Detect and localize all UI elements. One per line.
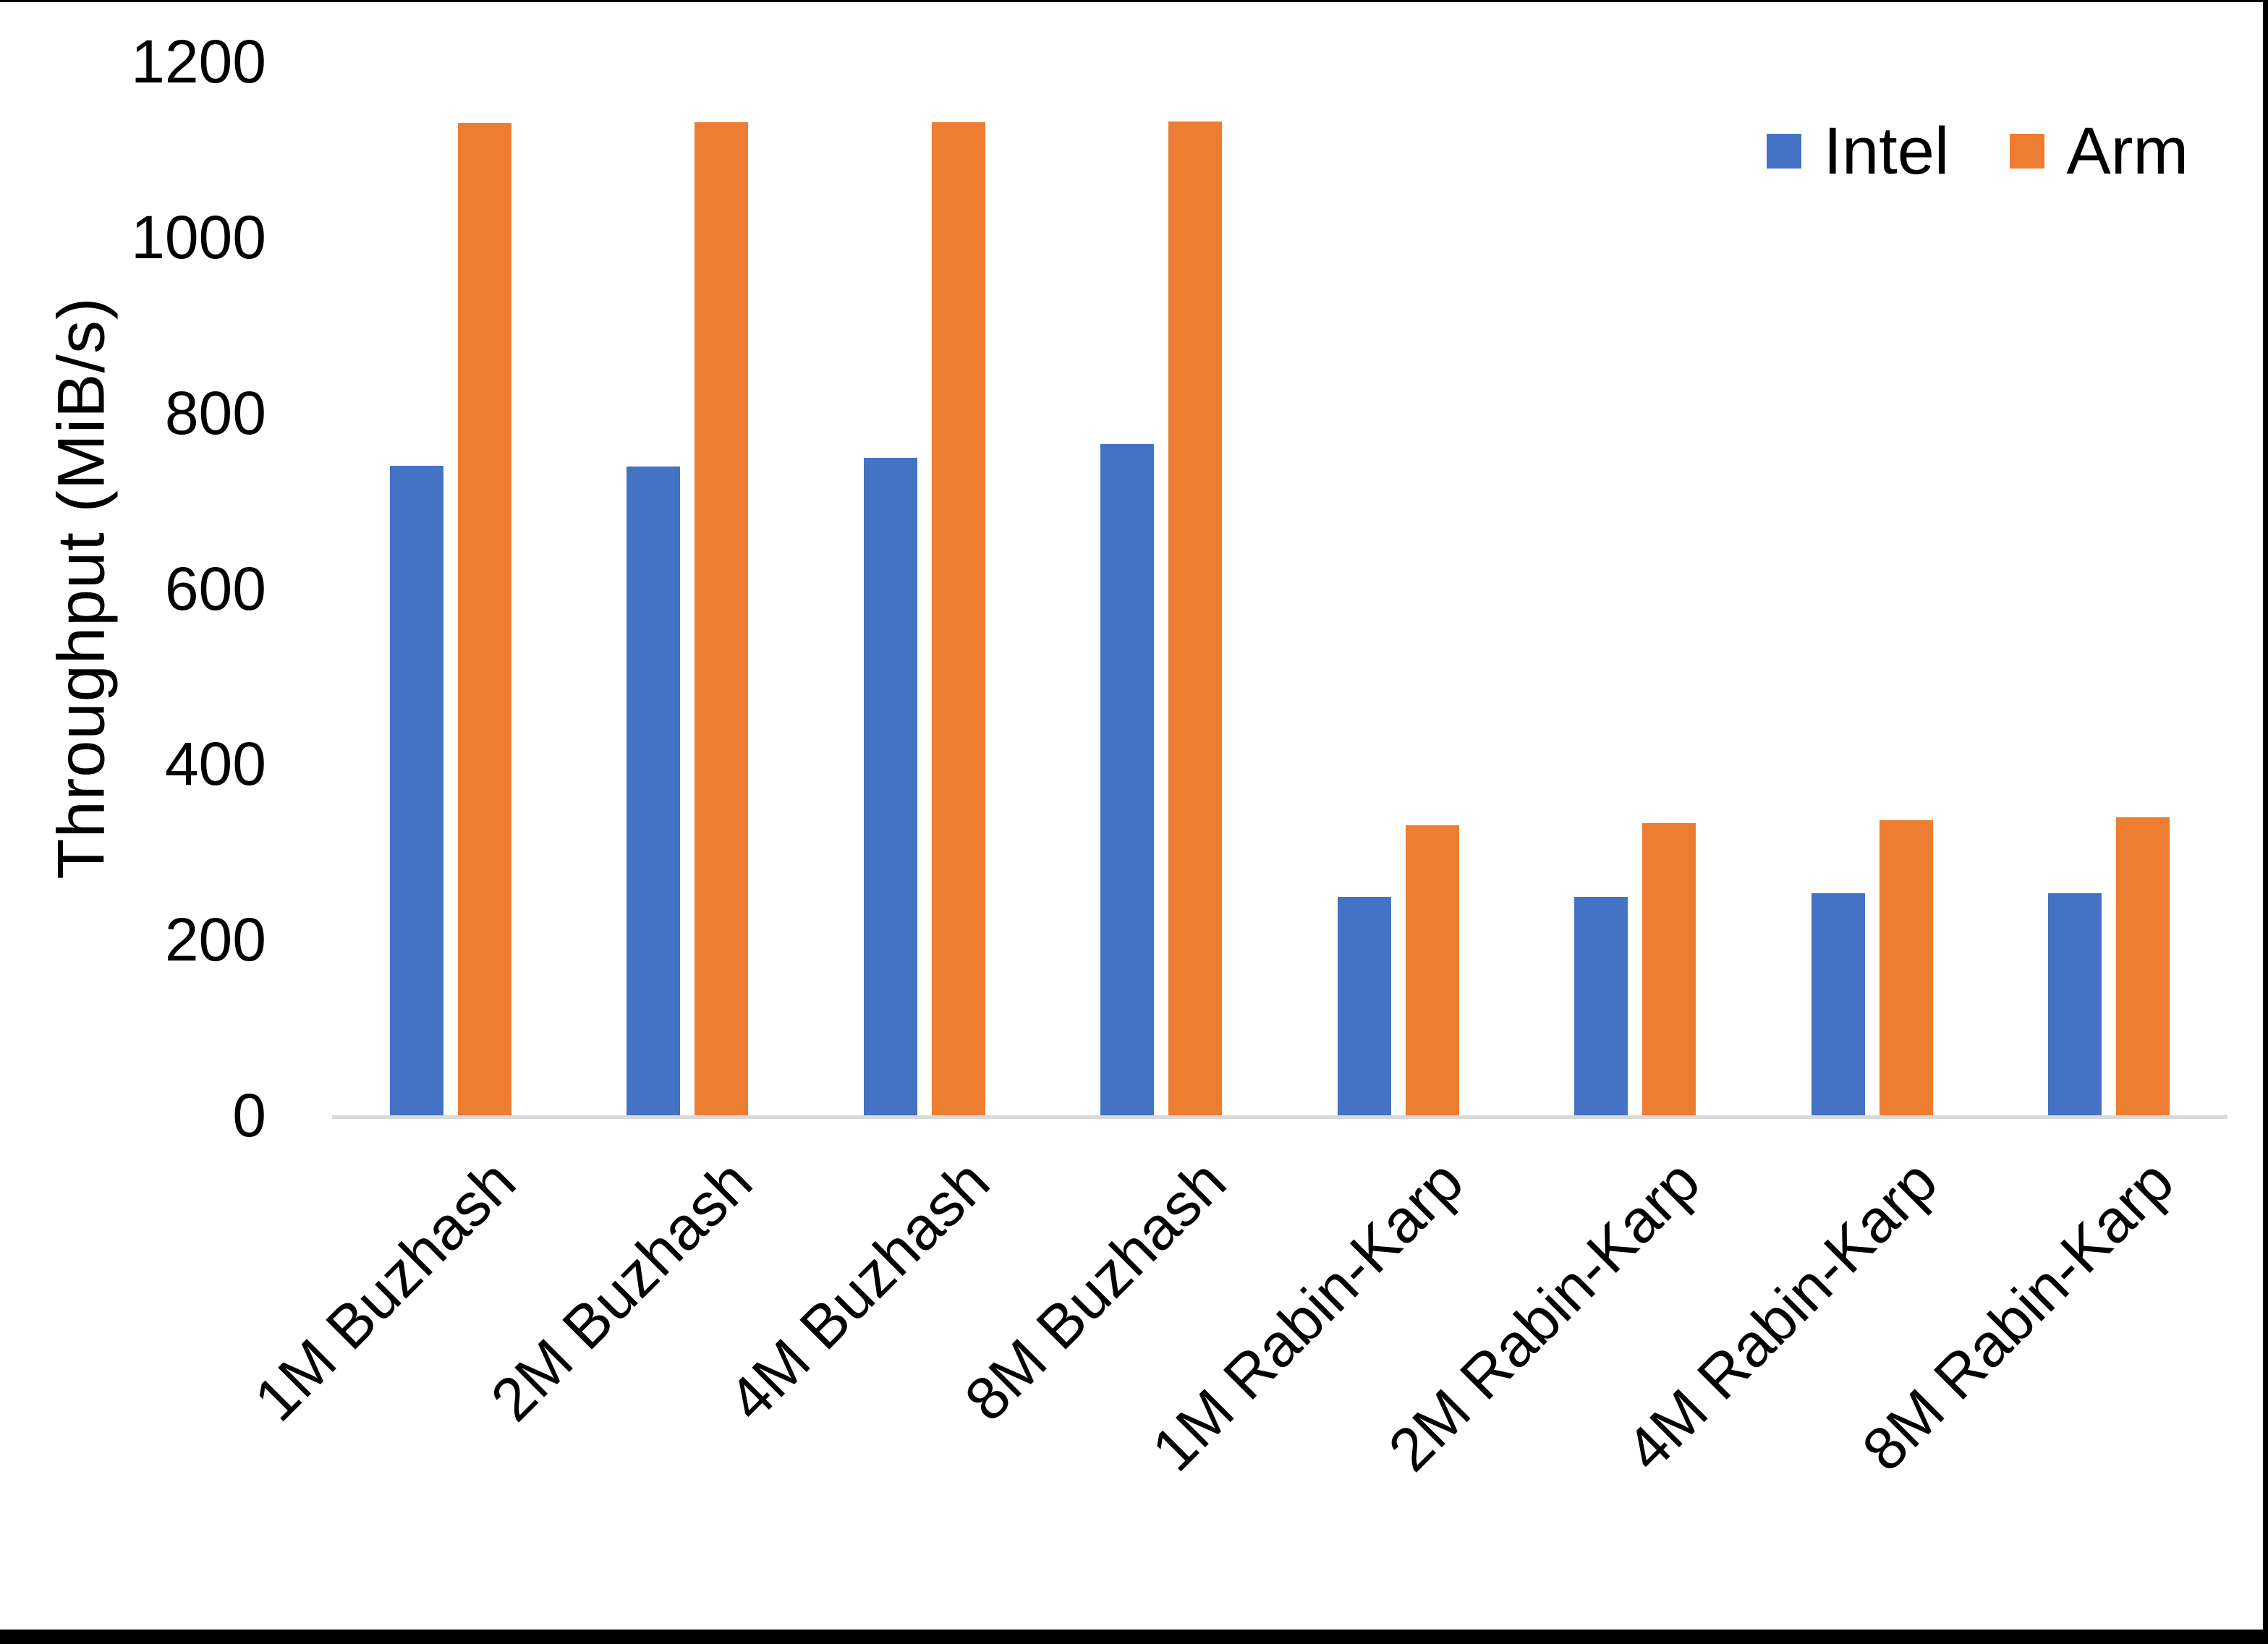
bar-group <box>332 61 569 1115</box>
intel-bar <box>1100 444 1155 1115</box>
bar-group <box>1754 61 1991 1115</box>
arm-bar <box>457 123 511 1115</box>
y-tick-label: 1200 <box>131 27 266 95</box>
intel-bar <box>389 465 443 1115</box>
intel-bar <box>1811 893 1865 1115</box>
y-axis-tick-labels: 0 200 400 600 800 1000 1200 <box>0 0 266 1644</box>
bar-group <box>569 61 807 1115</box>
y-tick-label: 600 <box>164 554 266 623</box>
y-tick-label: 200 <box>164 906 266 974</box>
y-tick-label: 1000 <box>131 203 266 271</box>
intel-bar <box>1574 896 1628 1115</box>
legend-item-intel: Intel <box>1767 118 1949 184</box>
bar-group <box>806 61 1043 1115</box>
frame-border-top <box>0 0 2268 2</box>
legend: Intel Arm <box>1767 118 2188 184</box>
bar-group <box>1043 61 1280 1115</box>
intel-bar <box>2048 893 2102 1115</box>
bar-group <box>1991 61 2228 1115</box>
y-tick-label: 800 <box>164 378 266 447</box>
legend-label: Arm <box>2066 114 2188 188</box>
legend-item-arm: Arm <box>2010 118 2188 184</box>
legend-label: Intel <box>1823 114 1950 188</box>
arm-bar <box>1168 121 1223 1115</box>
arm-bar <box>1879 820 1933 1115</box>
bar-group <box>1517 61 1754 1115</box>
frame-border-bottom <box>0 1630 2268 1644</box>
intel-swatch-icon <box>1767 134 1802 169</box>
x-axis-line <box>332 1115 2227 1119</box>
intel-bar <box>627 466 681 1115</box>
intel-bar <box>1337 896 1391 1115</box>
arm-bar <box>931 122 985 1115</box>
arm-bar <box>695 122 749 1115</box>
arm-swatch-icon <box>2010 134 2045 169</box>
arm-bar <box>1405 825 1459 1115</box>
y-tick-label: 0 <box>232 1081 266 1149</box>
intel-bar <box>863 457 917 1115</box>
arm-bar <box>2116 817 2170 1115</box>
arm-bar <box>1642 822 1696 1115</box>
bar-group <box>1280 61 1517 1115</box>
y-tick-label: 400 <box>164 730 266 798</box>
plot-area <box>332 61 2228 1119</box>
frame-border-right <box>2263 0 2268 1644</box>
